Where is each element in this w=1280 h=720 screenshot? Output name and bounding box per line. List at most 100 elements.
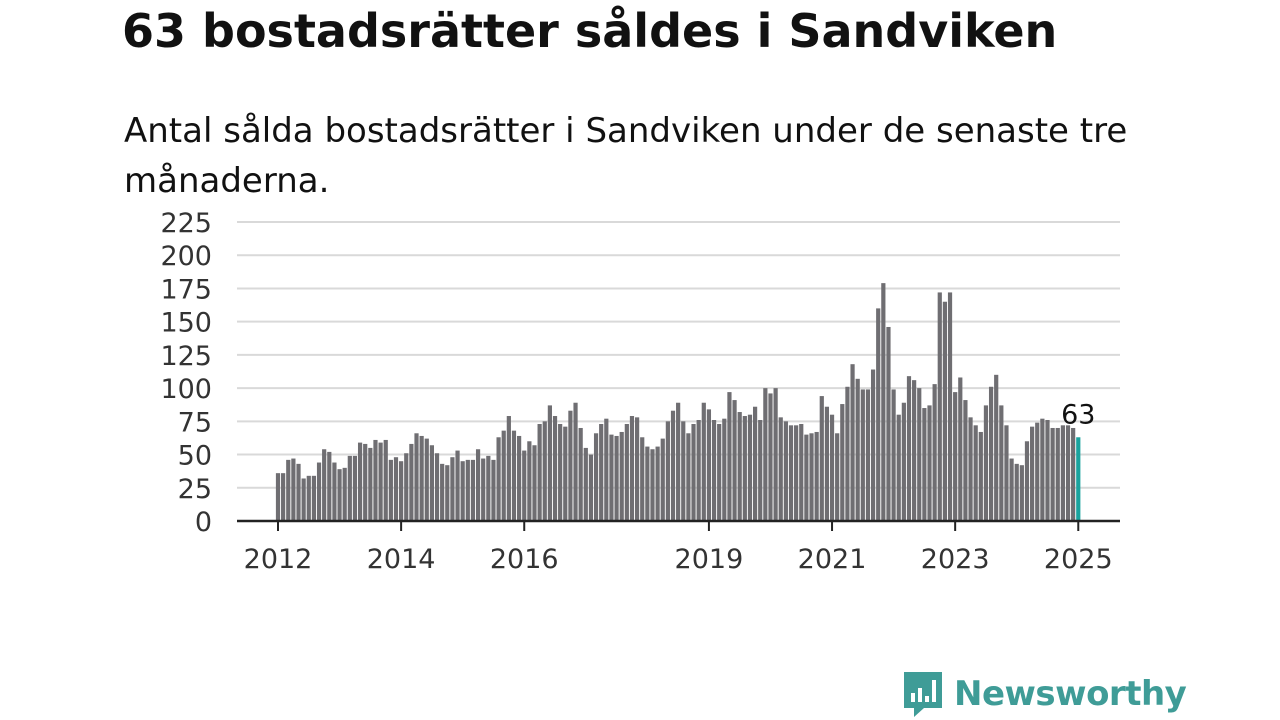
bar [434,453,440,521]
y-tick-label: 75 [178,407,212,438]
x-tick-label: 2019 [675,544,744,575]
bar [963,400,968,521]
bar [845,386,850,521]
y-tick-label: 25 [178,474,212,505]
bar [424,438,429,521]
bar [332,462,337,521]
bar [352,455,358,521]
bar [470,459,476,521]
bar [850,364,855,521]
bar [306,475,311,521]
bar [655,446,660,521]
bar [399,461,404,521]
bar [460,461,465,521]
bar [301,478,306,521]
bar [511,430,517,521]
bar [988,386,994,521]
bar [732,400,737,521]
bar [619,431,624,521]
bar [901,402,906,521]
bar [840,404,845,521]
y-tick-label: 125 [160,341,212,372]
bar [578,427,583,521]
bar [286,459,291,521]
bar [773,388,778,521]
bar [296,463,301,521]
bar [537,423,542,521]
bar [681,421,686,521]
bar [999,405,1004,521]
bar [419,435,424,521]
bar [1019,465,1024,521]
bar [814,431,819,521]
bar [532,445,537,521]
bar [829,414,835,521]
bar [357,442,363,521]
bar [501,430,506,521]
bar [958,377,963,521]
bar [1045,420,1050,521]
bar [691,423,696,521]
bar [783,421,788,521]
bar [747,414,753,521]
bar [635,417,640,521]
bar [337,469,342,521]
data-label-latest: 63 [1061,399,1095,430]
bar [983,405,989,521]
bar [640,437,645,521]
bar [517,435,522,521]
bar [404,453,409,521]
bar [799,423,804,521]
bar [1071,427,1076,521]
bar [327,451,332,521]
bar [583,447,588,521]
bar [742,416,747,521]
axes [237,519,1120,531]
bar-highlight [1076,437,1081,521]
bar [701,402,706,521]
x-tick-label: 2023 [921,544,990,575]
bar [696,420,701,521]
bar [737,412,742,521]
x-tick-label: 2021 [798,544,867,575]
bar [388,459,393,521]
y-tick-label: 100 [160,374,212,405]
bar [414,433,419,521]
bar [1040,418,1045,521]
x-tick-label: 2012 [244,544,313,575]
bar [393,457,399,521]
bar [804,434,809,521]
bar [316,462,322,521]
x-tick-label: 2014 [367,544,436,575]
y-tick-label: 50 [178,441,212,472]
bar [706,409,712,521]
x-tick-label: 2016 [490,544,559,575]
bar [870,369,876,521]
bar [912,380,917,521]
bar [1065,425,1071,521]
bar [722,418,727,521]
bar [778,417,783,521]
bar [373,439,378,521]
bar [624,423,629,521]
bar [491,459,496,521]
bar [922,408,927,521]
bar [917,388,922,521]
bar [465,459,470,521]
bar [645,446,650,521]
bar [794,425,799,521]
bar [1060,425,1065,521]
bar [322,449,327,521]
bar [593,433,599,521]
bar [886,326,891,521]
bar [429,445,434,521]
bar [440,463,445,521]
bar [368,447,373,521]
bars [275,283,1081,521]
bar [455,450,460,521]
bar [275,473,281,521]
bar [378,442,383,521]
x-tick-label: 2025 [1044,544,1113,575]
